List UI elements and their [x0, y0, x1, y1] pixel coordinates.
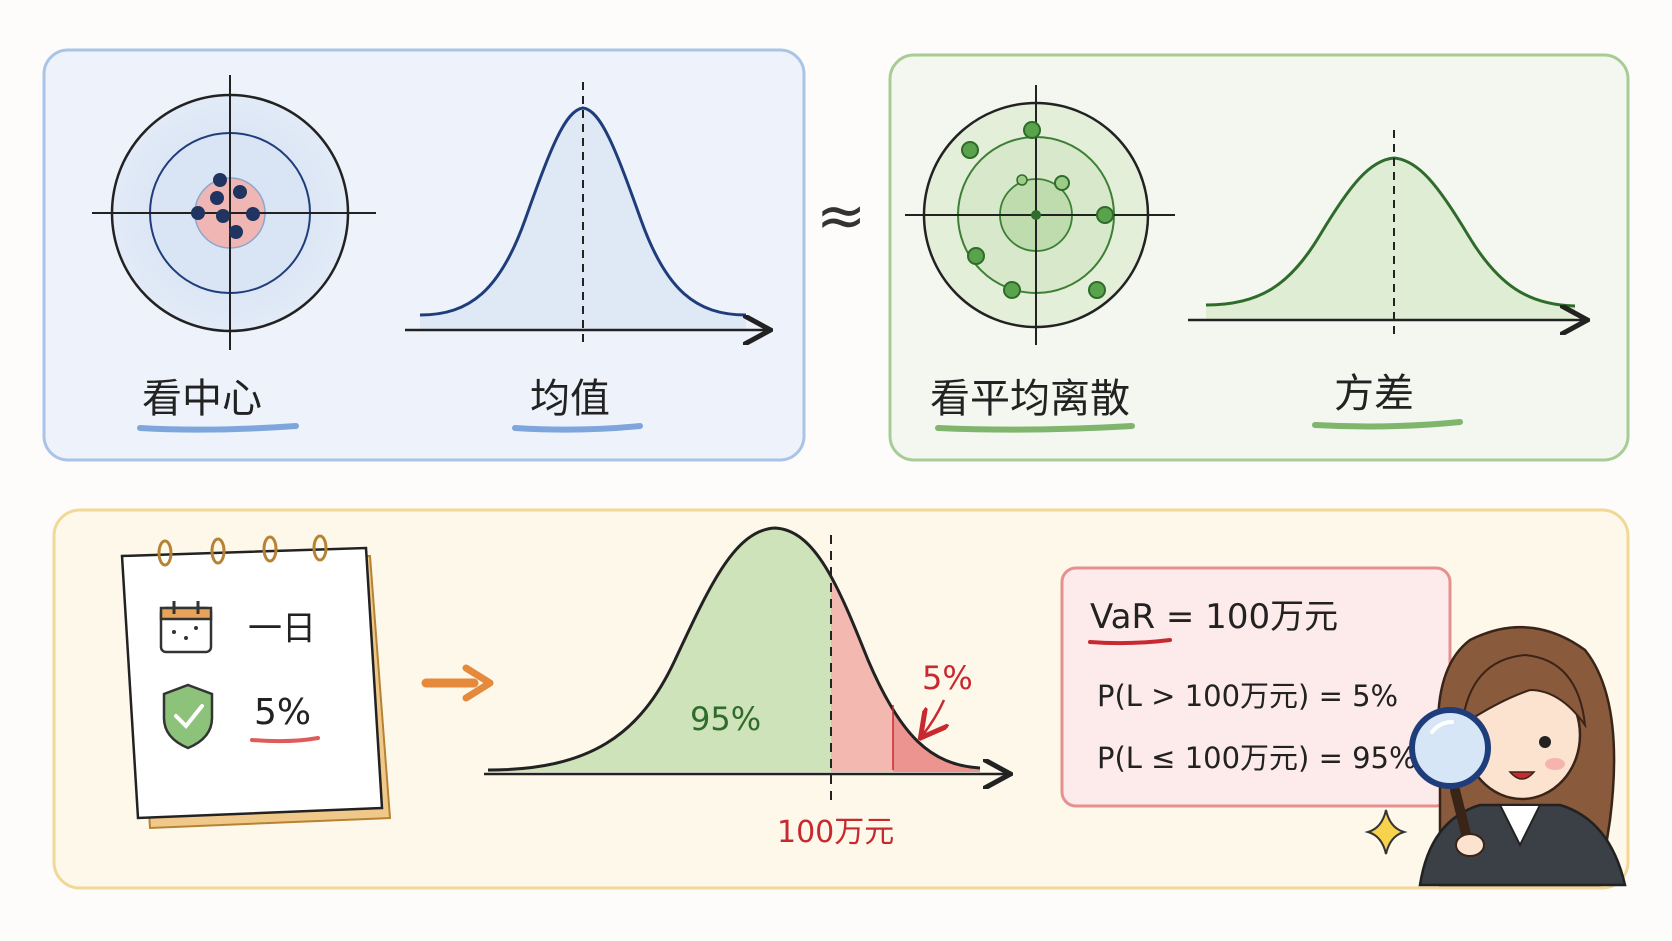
analyst-character	[1418, 625, 1627, 887]
mean-panel: 看中心 均值	[42, 48, 806, 462]
orange-arrow-icon	[421, 664, 494, 702]
formula-line-2: P(L ≤ 100万元) = 95%	[1097, 741, 1417, 775]
variance-right-label: 方差	[1334, 371, 1414, 417]
approx-symbol: ≈	[816, 181, 866, 251]
sparkle-icon	[1364, 809, 1408, 855]
variance-right-underline	[1312, 419, 1463, 430]
notepad-period-text: 一日	[248, 609, 316, 649]
formula-var-underline	[1088, 638, 1172, 646]
mean-bell-curve	[405, 82, 768, 345]
variance-bell-curve	[1188, 130, 1585, 335]
variance-left-label: 看平均离散	[930, 376, 1130, 422]
notepad-tail-text: 5%	[254, 692, 311, 733]
shield-check-icon	[162, 683, 214, 750]
variance-left-underline	[935, 423, 1135, 433]
notepad-icon	[120, 534, 392, 830]
formula-line-1: P(L > 100万元) = 5%	[1097, 679, 1398, 713]
calendar-icon	[159, 601, 213, 654]
mean-right-label: 均值	[530, 376, 610, 422]
chart-threshold-label: 100万元	[777, 815, 894, 850]
formula-main: VaR = 100万元	[1090, 597, 1338, 637]
chart-body-label: 95%	[690, 700, 761, 738]
magnifier-icon	[1409, 707, 1491, 857]
mean-left-underline	[137, 423, 299, 433]
var-panel: 一日 5% 95% 5% 100万元	[52, 508, 1630, 890]
mean-right-underline	[512, 423, 643, 433]
spread-target-icon	[905, 85, 1175, 345]
mean-left-label: 看中心	[142, 376, 262, 422]
variance-panel: 看平均离散 方差	[888, 53, 1630, 462]
tight-target-icon	[92, 75, 376, 350]
tail-pointer-arrow	[922, 699, 944, 736]
chart-tail-label: 5%	[922, 659, 973, 697]
notepad-tail-underline	[250, 736, 320, 744]
